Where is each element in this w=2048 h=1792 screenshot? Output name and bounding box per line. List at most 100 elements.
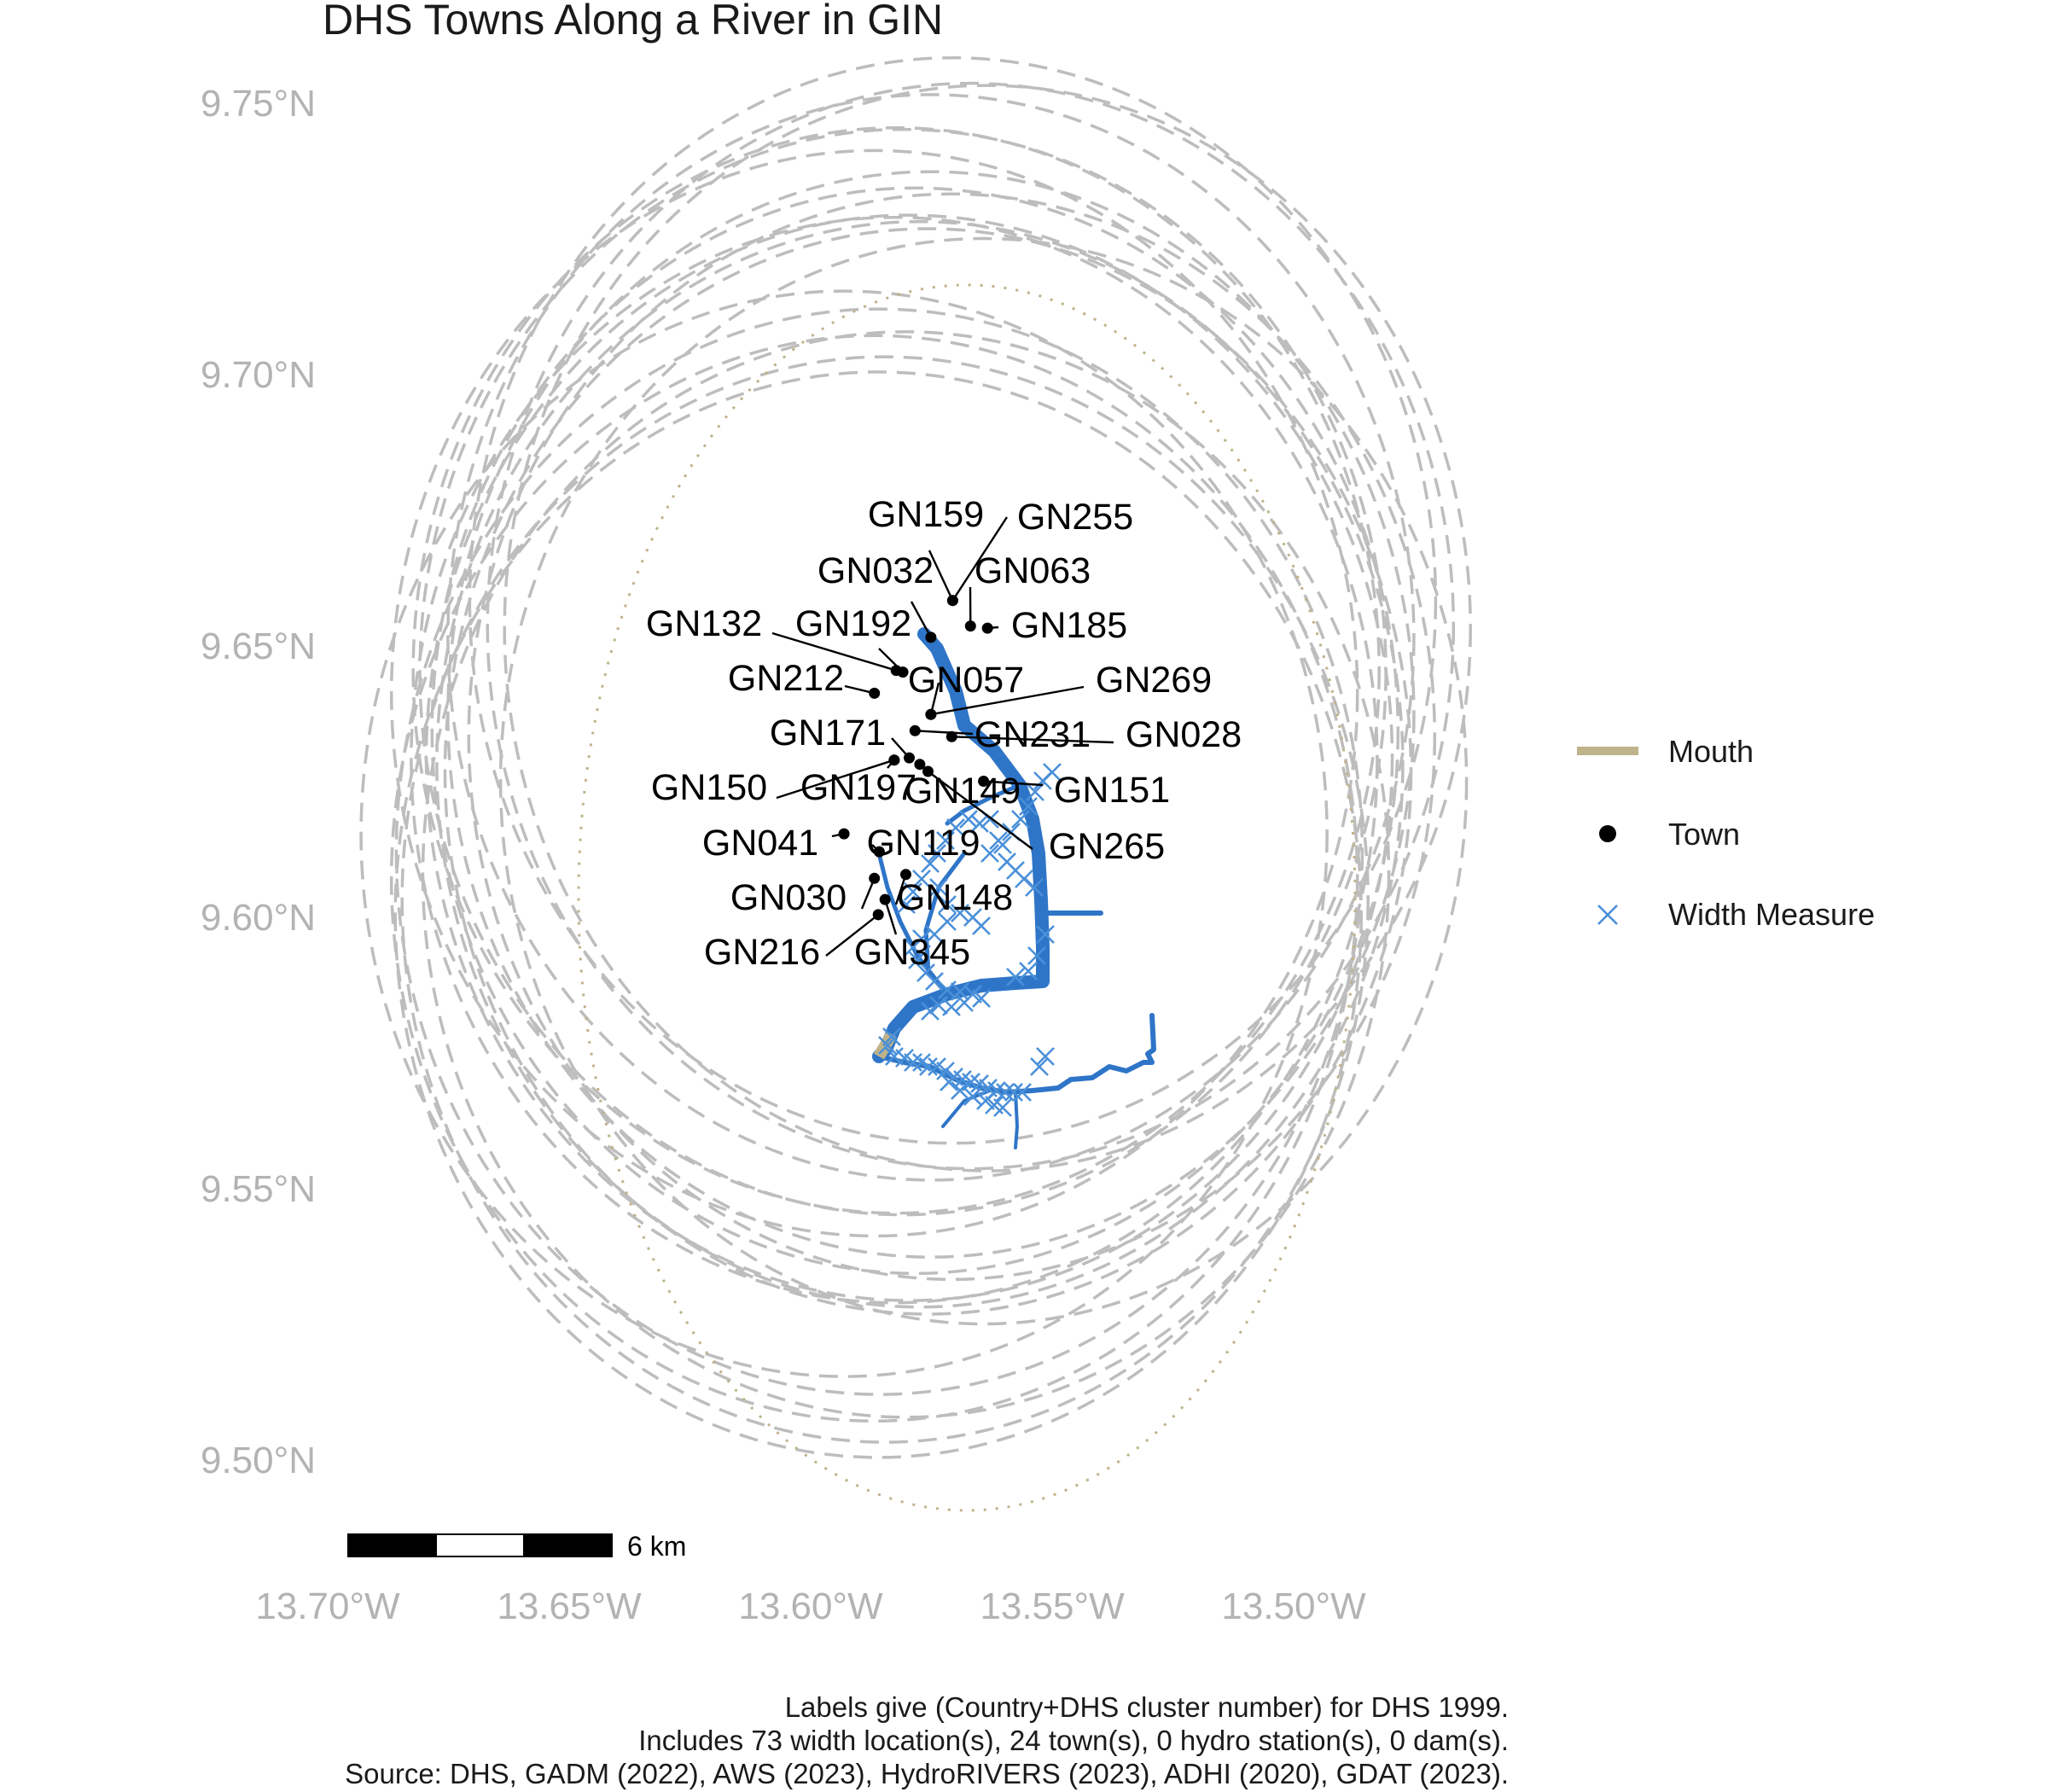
town-point [922, 765, 934, 777]
buffer-ring [389, 334, 1359, 1423]
width-measure-mark [1011, 810, 1030, 829]
width-measure-mark [929, 878, 948, 897]
width-measure-mark [919, 1057, 938, 1076]
river-north-branch [945, 783, 1022, 826]
town-label: GN265 [1049, 826, 1165, 867]
town-point [897, 666, 909, 678]
town-label: GN041 [702, 823, 818, 864]
town-label: GN150 [651, 767, 767, 808]
town-label: GN063 [975, 550, 1091, 591]
x-tick-label: 13.65°W [497, 1585, 642, 1627]
width-measure-mark [929, 996, 948, 1015]
legend-width-label: Width Measure [1668, 897, 1875, 932]
width-measure-mark [908, 951, 927, 969]
buffer-ring [393, 370, 1363, 1459]
town-leader-line [825, 913, 879, 957]
legend-town-label: Town [1668, 817, 1740, 852]
width-measure-mark [1036, 1047, 1055, 1066]
town-label: GN269 [1096, 660, 1212, 701]
y-tick-label: 9.60°N [201, 897, 316, 939]
buffer-ring [430, 186, 1400, 1276]
town-label: GN255 [1017, 497, 1133, 538]
width-measure-mark [1019, 962, 1038, 980]
width-measure-mark [904, 938, 922, 957]
width-measure-mark [1004, 1083, 1023, 1102]
width-measure-mark [963, 1087, 982, 1106]
buffer-ring [435, 219, 1405, 1309]
width-measure-mark [972, 916, 991, 935]
river-south-tributary [1014, 1091, 1019, 1149]
width-measure-mark [878, 1036, 897, 1055]
buffer-ring [424, 213, 1394, 1302]
scale-bar: 6 km [347, 1531, 686, 1562]
width-measure-mark [959, 810, 978, 829]
width-measure-mark [1025, 878, 1044, 897]
town-point [978, 776, 990, 787]
width-measure-mark [1030, 1057, 1049, 1076]
town-point [981, 622, 993, 634]
town-label: GN345 [854, 932, 970, 973]
town-label: GN032 [817, 550, 934, 591]
town-point [945, 730, 957, 742]
width-measure-mark [951, 1081, 969, 1100]
town-leader-line [983, 780, 1044, 787]
map-title: DHS Towns Along a River in GIN [323, 0, 943, 44]
town-point [925, 631, 937, 643]
width-measure-mark [940, 1073, 958, 1091]
y-tick-label: 9.55°N [201, 1168, 316, 1210]
town-point [879, 893, 891, 905]
y-tick-label: 9.65°N [201, 625, 316, 667]
town-point [873, 846, 885, 858]
town-label: GN185 [1011, 605, 1127, 646]
town-label: GN132 [646, 603, 762, 644]
buffer-ring [359, 289, 1329, 1378]
town-label: GN192 [795, 603, 911, 644]
town-point [838, 828, 850, 840]
width-measure-mark [1015, 870, 1033, 888]
legend: Mouth Town Width Measure [1577, 734, 1875, 932]
town-label: GN231 [975, 714, 1091, 755]
width-measure-mark [955, 993, 974, 1012]
legend-mouth-label: Mouth [1668, 734, 1754, 769]
caption-line: Source: DHS, GADM (2022), AWS (2023), Hy… [345, 1758, 1509, 1789]
town-label: GN028 [1126, 714, 1242, 755]
buffer-rings [359, 55, 1472, 1459]
town-point [909, 724, 921, 736]
buffer-ring [498, 236, 1469, 1326]
town-leader-line [884, 899, 898, 935]
buffer-ring [394, 307, 1364, 1396]
town-point [964, 620, 976, 632]
buffer-ring [389, 148, 1359, 1238]
y-tick-label: 9.50°N [201, 1440, 316, 1481]
width-measure-mark [912, 870, 931, 888]
width-measure-mark [921, 854, 940, 873]
caption-line: Includes 73 width location(s), 24 town(s… [638, 1725, 1509, 1756]
y-tick-label: 9.70°N [201, 354, 316, 396]
town-label: GN119 [866, 823, 980, 864]
caption-line: Labels give (Country+DHS cluster number)… [785, 1691, 1509, 1723]
town-point [888, 754, 900, 766]
mouth-buffer-ring [577, 283, 1357, 1512]
width-measure-mark [936, 831, 955, 850]
scale-bar-segment [435, 1533, 525, 1557]
town-leader-line [771, 631, 897, 672]
width-measure-mark [970, 814, 989, 833]
town-points [838, 595, 993, 921]
x-tick-label: 13.50°W [1221, 1585, 1366, 1627]
scale-bar-segment [347, 1533, 437, 1557]
width-measure-mark [1036, 925, 1055, 944]
town-leader-line [928, 550, 954, 602]
town-label: GN216 [704, 932, 820, 973]
width-measure-marks [878, 763, 1062, 1117]
legend-width-key [1597, 905, 1618, 925]
width-measure-mark [946, 818, 965, 837]
town-leader-line [951, 736, 1114, 744]
width-measure-mark [928, 844, 946, 863]
x-tick-label: 13.60°W [738, 1585, 883, 1627]
town-point [869, 687, 881, 699]
river-west-branch [876, 851, 950, 997]
town-point [869, 872, 881, 884]
buffer-ring [421, 330, 1391, 1419]
width-measure-mark [1019, 797, 1038, 816]
